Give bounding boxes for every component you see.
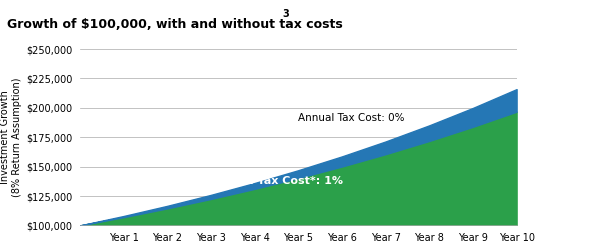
Text: 3: 3 [282, 9, 288, 19]
Text: Annual Tax Cost*: 1%: Annual Tax Cost*: 1% [210, 176, 343, 186]
Text: Growth of $100,000, with and without tax costs: Growth of $100,000, with and without tax… [7, 18, 347, 31]
Text: Annual Tax Cost: 0%: Annual Tax Cost: 0% [298, 113, 405, 123]
Text: impact: impact [545, 108, 590, 121]
Text: Total tax: Total tax [539, 86, 596, 99]
Y-axis label: Investment Growth
(8% Return Assumption): Investment Growth (8% Return Assumption) [0, 77, 22, 197]
Text: $20,643: $20,643 [539, 152, 596, 165]
